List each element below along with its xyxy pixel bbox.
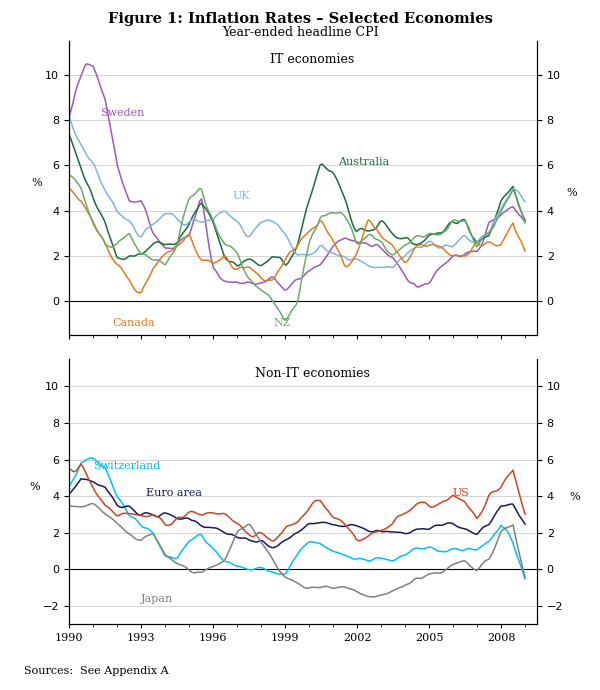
Text: Sources:  See Appendix A: Sources: See Appendix A	[24, 667, 169, 676]
Text: Euro area: Euro area	[146, 489, 202, 498]
Text: Canada: Canada	[112, 317, 155, 328]
Y-axis label: %: %	[29, 482, 40, 491]
Text: Japan: Japan	[141, 595, 173, 604]
Y-axis label: %: %	[32, 178, 42, 188]
Text: NZ: NZ	[273, 317, 290, 328]
Y-axis label: %: %	[569, 491, 580, 502]
Text: Year-ended headline CPI: Year-ended headline CPI	[221, 26, 379, 39]
Text: UK: UK	[232, 191, 250, 201]
Text: Sweden: Sweden	[100, 108, 145, 118]
Text: US: US	[453, 489, 470, 498]
Text: Australia: Australia	[338, 157, 389, 168]
Text: Switzerland: Switzerland	[93, 461, 160, 471]
Y-axis label: %: %	[566, 188, 577, 198]
Text: Non-IT economies: Non-IT economies	[255, 367, 370, 380]
Text: Figure 1: Inflation Rates – Selected Economies: Figure 1: Inflation Rates – Selected Eco…	[107, 12, 493, 26]
Text: IT economies: IT economies	[270, 53, 355, 66]
